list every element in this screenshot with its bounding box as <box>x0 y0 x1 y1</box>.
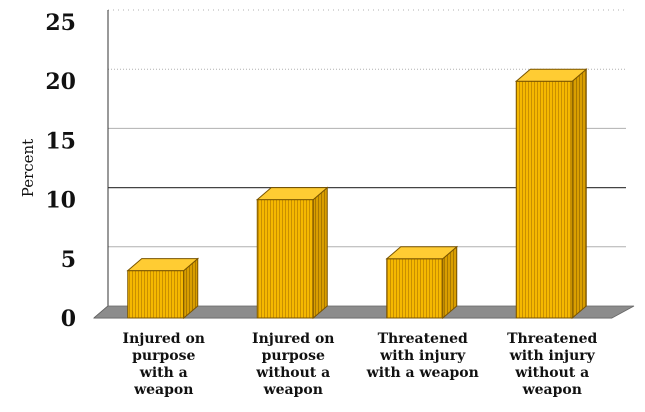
x-tick-label-line: with a weapon <box>366 365 479 381</box>
bar-front <box>515 80 573 319</box>
x-tick-label: Threatened with injury without a weapon <box>507 331 597 398</box>
x-tick-label-line: without a <box>514 365 589 381</box>
bar <box>385 245 459 320</box>
x-tick-label-line: with injury <box>379 348 466 364</box>
bar-top <box>514 68 588 82</box>
y-axis-label: Percent <box>19 139 37 197</box>
y-tick-label: 0 <box>61 306 76 332</box>
bar-front <box>256 199 314 319</box>
x-tick-label-line: with a <box>139 365 188 381</box>
x-tick-label-line: purpose <box>132 348 195 364</box>
y-tick-label: 5 <box>61 247 76 273</box>
x-tick-label-line: purpose <box>262 348 325 364</box>
bar-front <box>386 258 444 319</box>
bar-top <box>255 187 329 201</box>
y-tick-label: 10 <box>45 188 76 214</box>
x-tick-label-line: weapon <box>522 382 582 398</box>
x-tick-label: Injured on purpose without a weapon <box>252 331 334 398</box>
x-tick-label-line: weapon <box>133 382 193 398</box>
bar <box>126 257 200 320</box>
bar-top <box>385 246 459 260</box>
x-tick-label-line: Injured on <box>252 331 334 347</box>
x-tick-label-line: Threatened <box>378 331 468 347</box>
x-tick-label-line: Threatened <box>507 331 597 347</box>
bar-top <box>126 258 200 272</box>
y-tick-label: 20 <box>45 69 76 95</box>
x-tick-label-line: with injury <box>509 348 596 364</box>
x-tick-label-line: weapon <box>263 382 323 398</box>
bars <box>126 68 588 320</box>
y-axis-ticks: 0 5 10 15 20 25 <box>45 10 76 332</box>
x-tick-label-line: without a <box>255 365 330 381</box>
y-tick-label: 15 <box>45 128 76 154</box>
bar <box>514 68 588 320</box>
bar <box>255 186 329 320</box>
y-tick-label: 25 <box>45 10 76 36</box>
bar-side <box>571 68 587 320</box>
bar-front <box>127 270 185 319</box>
x-tick-label-line: Injured on <box>123 331 205 347</box>
x-tick-label: Injured on purpose with a weapon <box>123 331 205 398</box>
bar-side <box>312 186 328 320</box>
x-tick-label: Threatened with injury with a weapon <box>366 331 479 381</box>
